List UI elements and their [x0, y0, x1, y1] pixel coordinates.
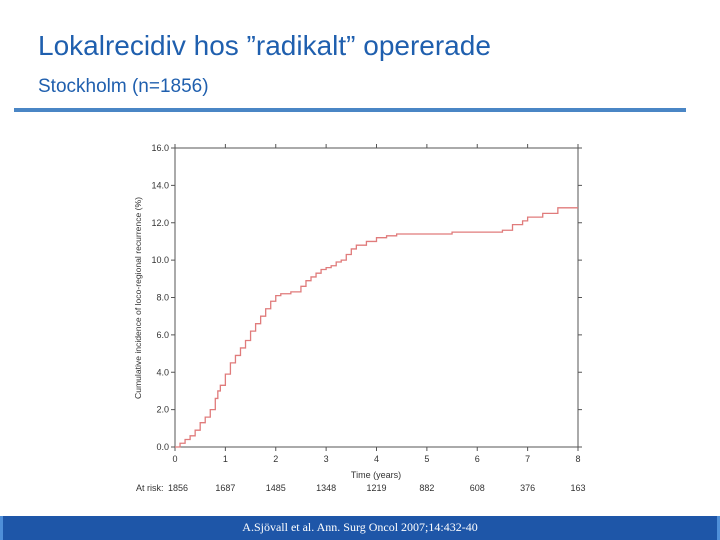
y-tick-label: 0.0 [156, 442, 169, 452]
plot-frame-rect [174, 147, 579, 448]
at-risk-label: At risk: [136, 483, 164, 493]
citation-text: A.Sjövall et al. Ann. Surg Oncol 2007;14… [242, 520, 478, 534]
at-risk-value: 1856 [168, 483, 188, 493]
series-curve-group [175, 207, 578, 448]
footer-bar: A.Sjövall et al. Ann. Surg Oncol 2007;14… [0, 516, 720, 540]
y-tick-label: 8.0 [156, 293, 169, 303]
series-line [175, 207, 578, 448]
at-risk-row: At risk: 1856 1687 1485 1348 1219 882 608 376 163 [136, 483, 586, 493]
y-tick-label: 14.0 [151, 180, 169, 190]
y-tick-label: 2.0 [156, 405, 169, 415]
x-tick-label: 1 [223, 454, 228, 464]
y-tick-label: 12.0 [151, 218, 169, 228]
x-axis-label: Time (years) [351, 470, 401, 480]
at-risk-value: 1348 [316, 483, 336, 493]
y-tick-label: 6.0 [156, 330, 169, 340]
y-tick-label: 4.0 [156, 367, 169, 377]
at-risk-value: 1687 [215, 483, 235, 493]
at-risk-value: 608 [470, 483, 485, 493]
footer-edge-left [0, 516, 3, 540]
y-tick-label: 10.0 [151, 255, 169, 265]
x-tick-label: 0 [172, 454, 177, 464]
x-tick-label: 6 [475, 454, 480, 464]
at-risk-value: 882 [419, 483, 434, 493]
x-tick-label: 8 [575, 454, 580, 464]
slide-subtitle: Stockholm (n=1856) [38, 76, 209, 97]
at-risk-value: 163 [570, 483, 585, 493]
at-risk-value: 376 [520, 483, 535, 493]
y-axis-ticks: 0.0 2.0 4.0 6.0 8.0 10.0 12.0 14.0 16.0 [151, 143, 582, 452]
footer-edge-right [717, 516, 720, 540]
y-tick-label: 16.0 [151, 143, 169, 153]
x-axis-ticks: 0 1 2 3 4 5 6 7 8 [172, 144, 581, 464]
at-risk-value: 1485 [266, 483, 286, 493]
x-tick-label: 3 [324, 454, 329, 464]
plot-frame [174, 147, 579, 448]
x-tick-label: 5 [424, 454, 429, 464]
x-tick-label: 7 [525, 454, 530, 464]
title-divider [14, 108, 686, 112]
slide-title: Lokalrecidiv hos ”radikalt” opererade [38, 30, 491, 61]
x-tick-label: 2 [273, 454, 278, 464]
at-risk-value: 1219 [366, 483, 386, 493]
x-tick-label: 4 [374, 454, 379, 464]
y-axis-label: Cumulative incidence of loco-regional re… [133, 197, 143, 399]
